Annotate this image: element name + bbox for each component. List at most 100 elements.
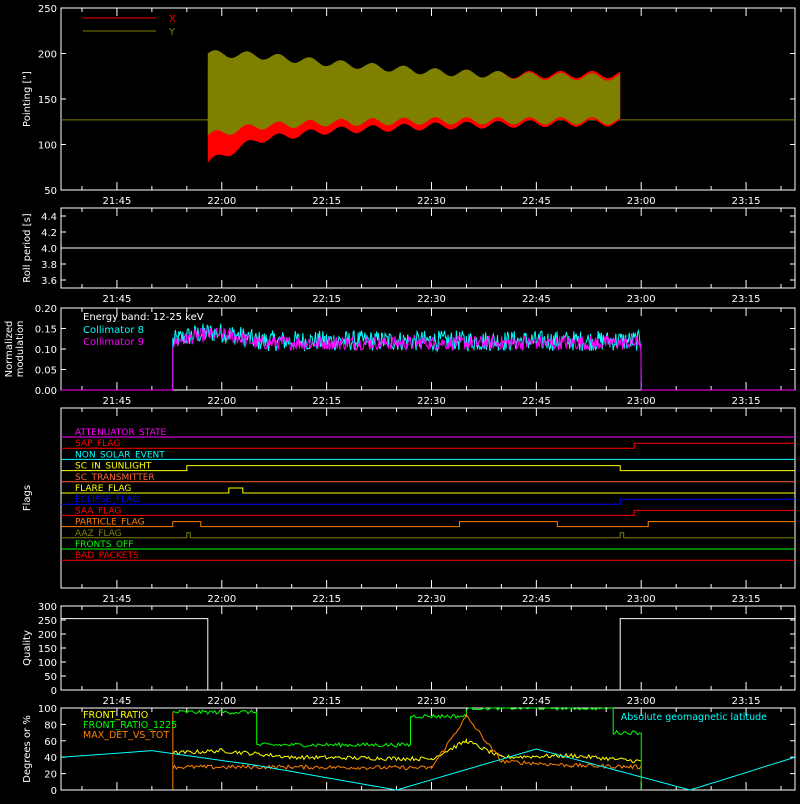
x-tick-label: 22:45	[522, 294, 551, 305]
flag-label: SAP_FLAG	[75, 439, 120, 449]
x-tick-label: 23:15	[732, 594, 761, 605]
y-axis-label: Normalized	[4, 321, 15, 378]
y-tick-label: 0	[51, 786, 57, 797]
x-tick-label: 22:45	[522, 196, 551, 207]
x-tick-label: 22:45	[522, 696, 551, 707]
flag-label: FLARE_FLAG	[75, 484, 131, 494]
x-tick-label: 22:30	[417, 696, 446, 707]
flag-label: ATTENUATOR_STATE	[75, 428, 167, 438]
panel-flags: 21:45 22:00 22:15 22:30 22:45 23:00 23:15 Flags…	[22, 407, 796, 605]
y-tick-label: 0.10	[35, 345, 57, 356]
flag-label: SAA_FLAG	[75, 506, 121, 516]
y-tick-label: 20	[44, 770, 57, 781]
y-axis-label: Pointing ["]	[22, 71, 33, 127]
panel-quality: 0 50 100 150 200 250 300 21:45 22:00 22:15 22:30 22…	[22, 602, 796, 707]
plot-frame	[60, 707, 796, 791]
y-tick-label: 250	[38, 4, 57, 15]
x-tick-label: 22:30	[417, 294, 446, 305]
y-tick-label: 250	[38, 616, 57, 627]
x-tick-label: 23:00	[627, 696, 656, 707]
y-tick-label: 4.4	[41, 212, 57, 223]
y-axis-label: Flags	[22, 485, 33, 511]
y-axis-label: Quality	[22, 630, 33, 666]
geomagnetic-annotation: Absolute geomagnetic latitude	[621, 712, 767, 723]
y-tick-label: 40	[44, 753, 57, 764]
y-axis-label: Roll period [s]	[22, 213, 33, 282]
panel-modulation: 0.00 0.05 0.10 0.15 0.20 21:45 22:00 22:15 22:30…	[4, 304, 796, 407]
x-tick-label: 21:45	[103, 594, 132, 605]
series-line	[172, 737, 642, 764]
x-tick-label: 22:30	[417, 594, 446, 605]
x-tick-label: 22:30	[417, 196, 446, 207]
flag-line	[61, 465, 795, 472]
flag-label: AAZ_FLAG	[75, 529, 122, 539]
x-tick-label: 22:00	[207, 396, 236, 407]
y-axis-label: modulation	[15, 321, 26, 378]
series-line-9	[61, 327, 795, 391]
y-tick-label: 0	[51, 686, 57, 697]
series-line	[172, 707, 642, 749]
y-tick-label: 4.2	[41, 228, 57, 239]
flag-label: FRONTS_OFF	[75, 540, 133, 550]
series-band-y	[207, 50, 621, 136]
x-tick-label: 22:15	[312, 696, 341, 707]
flag-label: ECLIPSE_FLAG	[75, 495, 139, 505]
x-tick-label: 22:15	[312, 196, 341, 207]
energy-band-annotation: Energy band: 12-25 keV	[83, 312, 204, 323]
y-tick-label: 200	[38, 630, 57, 641]
x-tick-label: 21:45	[103, 696, 132, 707]
y-tick-label: 80	[44, 720, 57, 731]
flag-label: NON_SOLAR_EVENT	[75, 450, 165, 460]
x-tick-label: 23:15	[732, 396, 761, 407]
y-tick-label: 0.20	[35, 304, 57, 315]
flag-line	[61, 487, 795, 494]
flag-label: BAD_PACKETS	[75, 551, 139, 561]
x-tick-label: 23:00	[627, 396, 656, 407]
x-tick-label: 22:00	[207, 294, 236, 305]
x-tick-label: 23:15	[732, 196, 761, 207]
legend-label: Collimator 8	[83, 325, 144, 336]
legend-label: X	[169, 14, 176, 25]
series-line	[61, 618, 795, 691]
y-tick-label: 0.05	[35, 366, 57, 377]
x-tick-label: 22:15	[312, 594, 341, 605]
flag-label: SC_TRANSMITTER	[75, 473, 155, 483]
y-tick-label: 300	[38, 602, 57, 613]
legend-label: Y	[168, 27, 176, 38]
flag-line	[61, 442, 795, 449]
panel-ratios: 0 20 40 60 80 100 Degrees or % FRONT_RATIOFRONT…	[22, 704, 796, 797]
x-tick-label: 22:45	[522, 594, 551, 605]
flag-line	[61, 532, 795, 539]
flag-line	[61, 521, 795, 528]
legend-label: Collimator 9	[83, 337, 144, 348]
series-line	[60, 748, 796, 791]
y-tick-label: 0.00	[35, 386, 57, 397]
y-tick-label: 0.15	[35, 325, 57, 336]
y-tick-label: 60	[44, 737, 57, 748]
x-tick-label: 22:15	[312, 396, 341, 407]
legend-label: FRONT_RATIO_1225	[83, 720, 177, 731]
x-tick-label: 21:45	[103, 294, 132, 305]
y-tick-label: 100	[38, 704, 57, 715]
flag-line	[61, 498, 795, 505]
x-tick-label: 23:15	[732, 696, 761, 707]
x-tick-label: 21:45	[103, 396, 132, 407]
legend-label: FRONT_RATIO	[83, 710, 148, 721]
panel-roll: 3.6 3.8 4.0 4.2 4.4 21:45 22:00 22:15 22:30 22:45…	[22, 207, 796, 305]
x-tick-label: 22:00	[207, 696, 236, 707]
legend-label: MAX_DET_VS_TOT	[83, 730, 169, 741]
y-tick-label: 150	[38, 644, 57, 655]
y-tick-label: 3.6	[41, 276, 57, 287]
panel-pointing: 50 100 150 200 250 21:45 22:00 22:15 22:30 22:45 2…	[22, 4, 796, 207]
x-tick-label: 22:45	[522, 396, 551, 407]
y-tick-label: 150	[38, 95, 57, 106]
y-tick-label: 100	[38, 658, 57, 669]
y-axis-label: Degrees or %	[22, 715, 33, 783]
x-tick-label: 22:00	[207, 196, 236, 207]
series-line	[172, 713, 642, 771]
x-tick-label: 23:00	[627, 294, 656, 305]
y-tick-label: 3.8	[41, 260, 57, 271]
x-tick-label: 23:00	[627, 196, 656, 207]
